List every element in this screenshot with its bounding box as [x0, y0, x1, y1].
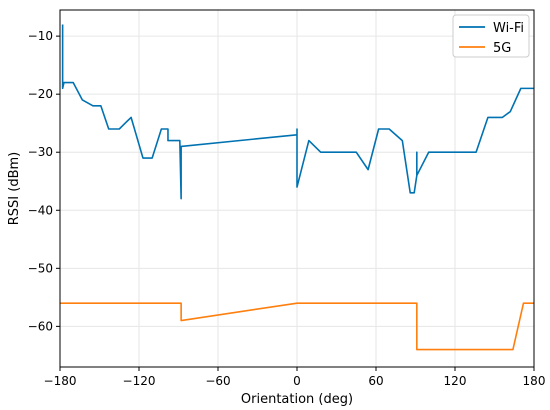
y-tick-label: −30: [28, 145, 53, 159]
x-tick-label: −180: [44, 374, 77, 388]
y-tick-label: −20: [28, 87, 53, 101]
y-axis-label: RSSI (dBm): [7, 152, 22, 225]
y-tick-label: −60: [28, 319, 53, 333]
grid-lines: [59, 10, 535, 367]
x-tick-label: −120: [123, 374, 156, 388]
legend-label-wifi: Wi-Fi: [493, 21, 524, 36]
y-tick-label: −40: [28, 203, 53, 217]
x-tick-label: −60: [205, 374, 230, 388]
x-tick-label: 60: [368, 374, 383, 388]
legend: Wi-Fi 5G: [452, 14, 530, 58]
y-tick-label: −10: [28, 29, 53, 43]
x-tick-label: 180: [523, 374, 546, 388]
x-tick-label: 0: [293, 374, 301, 388]
y-tick-label: −50: [28, 261, 53, 275]
x-axis-label: Orientation (deg): [241, 392, 353, 407]
series-lines: [60, 24, 534, 351]
legend-label-5g: 5G: [493, 41, 511, 56]
axis-ticks: −180 −120 −60 0 60 120 180 −10 −20 −30 −40 −50 −60: [28, 29, 546, 388]
legend-item-wifi: Wi-Fi: [459, 21, 524, 36]
series-line-5g: [60, 302, 534, 351]
legend-item-5g: 5G: [459, 41, 511, 56]
series-line-wifi: [61, 24, 534, 200]
x-tick-label: 120: [444, 374, 467, 388]
